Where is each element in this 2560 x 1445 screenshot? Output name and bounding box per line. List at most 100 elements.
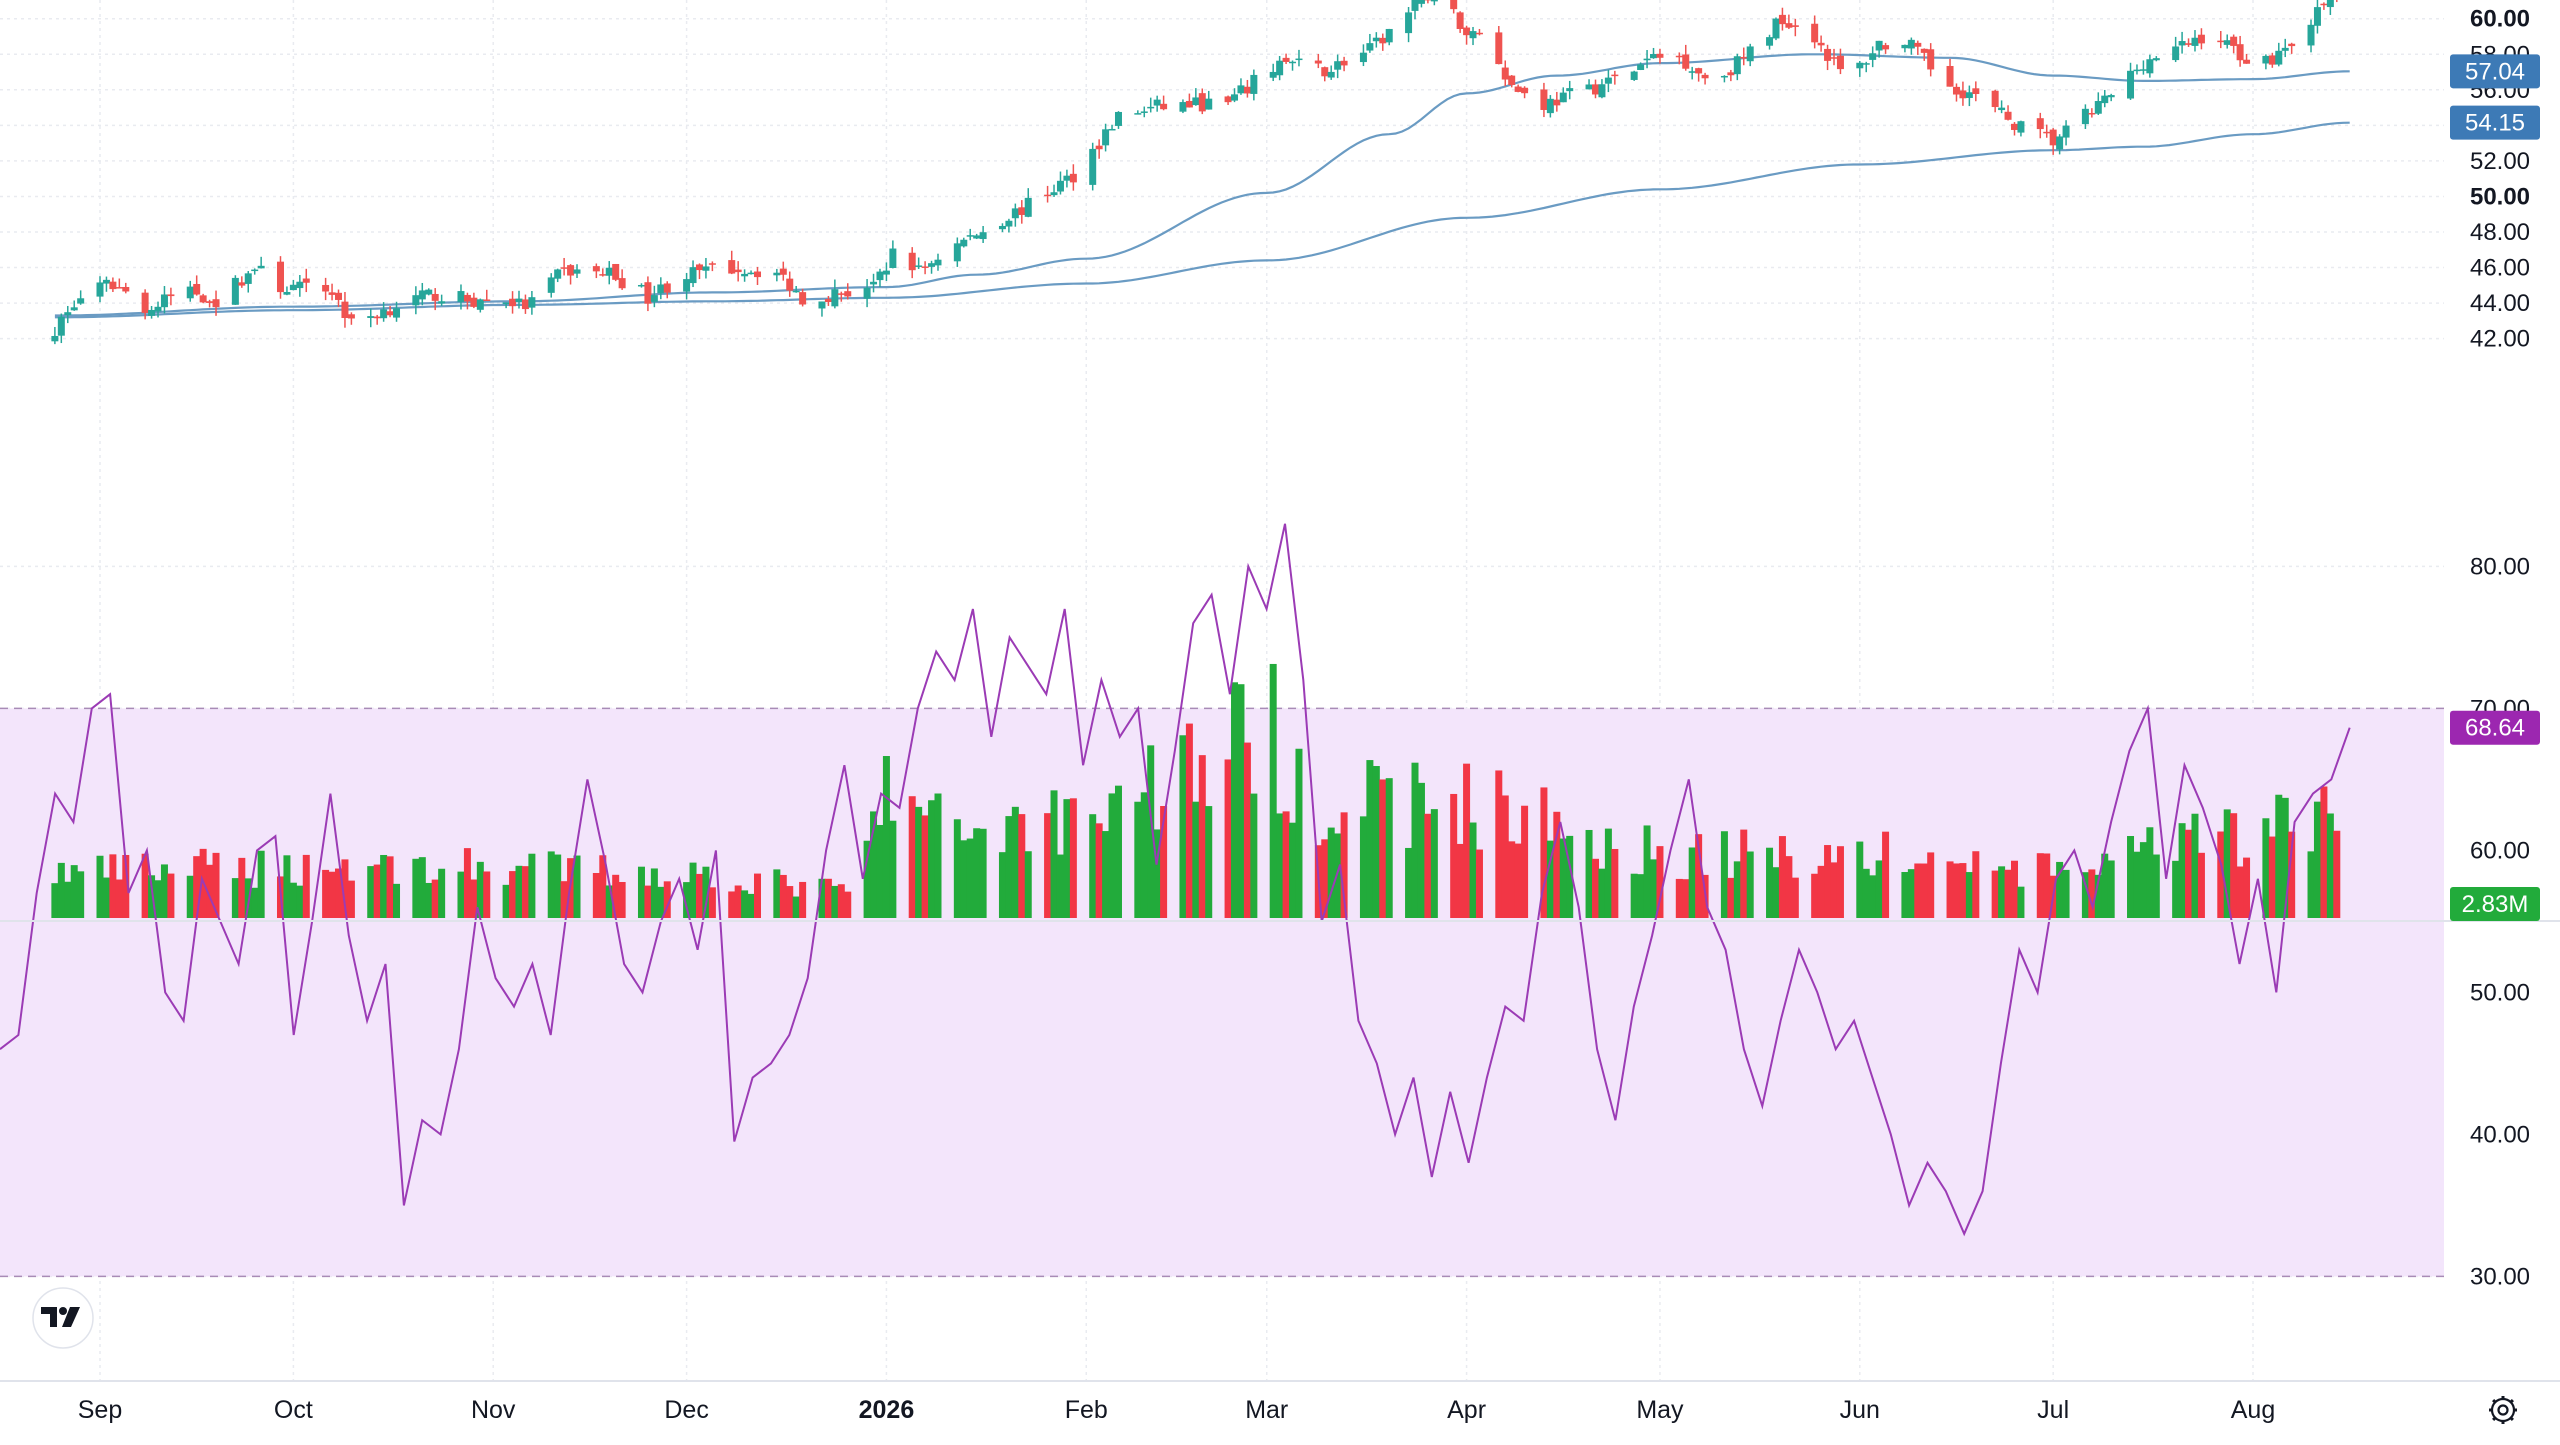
candle-body (187, 287, 194, 299)
volume-bar (1044, 813, 1051, 918)
volume-bar (638, 867, 645, 918)
candle[interactable] (1631, 71, 1638, 81)
candle-body (548, 277, 555, 292)
candle-body (1992, 91, 1999, 107)
volume-bar (612, 875, 619, 918)
candle-body (1515, 87, 1522, 92)
candle-body (748, 273, 755, 275)
rsi-band (0, 708, 2444, 1276)
time-tick-label: Sep (78, 1396, 122, 1424)
volume-bar (232, 878, 239, 918)
candle-body (741, 274, 748, 276)
candle-body (1947, 66, 1954, 87)
candle-body (470, 298, 477, 307)
candle-body (1341, 61, 1348, 66)
volume-bar (1831, 862, 1838, 918)
candle-body (2153, 58, 2160, 60)
candle-body (1205, 99, 1212, 110)
candle-body (1192, 97, 1199, 105)
volume-bar (296, 886, 303, 918)
volume-bar (2063, 870, 2070, 918)
volume-bar (1424, 814, 1431, 918)
volume-bar (380, 855, 387, 918)
candle[interactable] (1772, 17, 1779, 40)
candle-body (283, 292, 290, 295)
candle-body (161, 294, 168, 307)
volume-bar (1515, 844, 1522, 918)
candle-body (818, 301, 825, 308)
volume-bar (1676, 879, 1683, 918)
candle-body (2230, 37, 2237, 46)
volume-bar (1863, 869, 1870, 918)
candle-body (1598, 84, 1605, 97)
candle-body (1792, 25, 1799, 27)
candle-body (799, 292, 806, 304)
sma-200-value-label: 54.15 (2450, 106, 2540, 140)
volume-bar (329, 872, 336, 918)
tradingview-logo-icon[interactable] (33, 1288, 93, 1348)
volume-bar (503, 885, 510, 918)
volume-bar (1921, 864, 1928, 918)
volume-bar (1734, 861, 1741, 918)
candle-body (1689, 71, 1696, 73)
volume-bar (1521, 806, 1528, 918)
candle-body (1237, 85, 1244, 93)
candle[interactable] (612, 264, 619, 281)
candle-body (2269, 55, 2276, 64)
volume-bar (1096, 823, 1103, 918)
candle-body (155, 307, 162, 312)
candle-body (1508, 76, 1515, 85)
volume-bar (1199, 755, 1206, 918)
volume-bar (2133, 852, 2140, 918)
candle-body (1225, 96, 1232, 102)
volume-bar (2185, 830, 2192, 918)
candle-body (1856, 63, 1863, 69)
rsi-tick-label: 30.00 (2470, 1263, 2530, 1290)
candle-body (574, 269, 581, 273)
volume-bar (1953, 863, 1960, 918)
candle-body (1592, 84, 1599, 94)
volume-bar (1018, 814, 1025, 918)
candle-body (657, 284, 664, 293)
candle-body (251, 270, 258, 272)
volume-bar (1592, 859, 1599, 918)
candle-body (64, 312, 71, 315)
candle-body (664, 283, 671, 292)
volume-bar (1366, 760, 1373, 918)
candle-body (1366, 43, 1373, 50)
volume-bar (2140, 842, 2147, 918)
volume-bar (1463, 764, 1470, 918)
candle[interactable] (232, 275, 239, 305)
volume-bar (515, 866, 522, 918)
candle-body (2037, 118, 2044, 129)
candle-body (1134, 113, 1141, 115)
volume-bar (387, 856, 394, 918)
price-tick-label: 42.00 (2470, 326, 2530, 353)
candle-body (2172, 46, 2179, 60)
volume-bar (1598, 869, 1605, 918)
candle-body (2050, 130, 2057, 146)
candle-body (1959, 90, 1966, 98)
volume-bar (1611, 849, 1618, 918)
candle-body (1005, 221, 1012, 227)
candle-body (1908, 40, 1915, 49)
candle-body (1360, 53, 1367, 62)
candle-body (2146, 59, 2153, 73)
candle-body (1650, 54, 1657, 58)
candle-body (51, 336, 58, 341)
volume-bar (1779, 836, 1786, 918)
candle-body (1560, 93, 1567, 103)
volume-bar (889, 821, 896, 918)
volume-bar (432, 880, 439, 918)
candle[interactable] (1089, 143, 1096, 191)
candle-body (960, 240, 967, 247)
candle-body (1998, 108, 2005, 110)
volume-bar (741, 890, 748, 918)
rsi-tick-label: 50.00 (2470, 979, 2530, 1006)
volume-bar (999, 852, 1006, 918)
volume-bar (2237, 866, 2244, 918)
volume-bar (1115, 786, 1122, 918)
volume-bar (1179, 735, 1186, 918)
